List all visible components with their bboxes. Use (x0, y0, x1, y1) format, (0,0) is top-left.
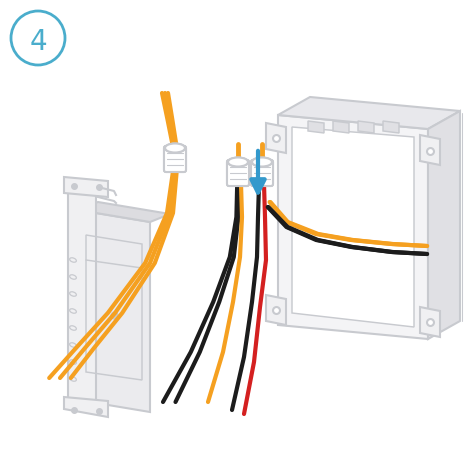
Ellipse shape (252, 157, 272, 166)
Ellipse shape (252, 157, 272, 166)
Polygon shape (358, 121, 374, 133)
Polygon shape (428, 111, 460, 339)
Polygon shape (292, 127, 414, 327)
Polygon shape (278, 97, 460, 129)
Polygon shape (266, 123, 286, 153)
Text: 4: 4 (29, 28, 47, 56)
Ellipse shape (165, 144, 185, 153)
Polygon shape (70, 210, 78, 400)
Polygon shape (64, 177, 108, 197)
Polygon shape (278, 115, 428, 339)
Ellipse shape (228, 157, 248, 166)
FancyBboxPatch shape (251, 160, 273, 186)
Polygon shape (78, 202, 170, 222)
Polygon shape (308, 121, 324, 133)
Polygon shape (78, 210, 150, 412)
FancyBboxPatch shape (164, 146, 186, 172)
Ellipse shape (228, 157, 248, 166)
FancyBboxPatch shape (227, 160, 249, 186)
Polygon shape (64, 397, 108, 417)
Polygon shape (420, 307, 440, 337)
FancyBboxPatch shape (251, 160, 273, 186)
FancyBboxPatch shape (227, 160, 249, 186)
Polygon shape (68, 185, 96, 413)
FancyBboxPatch shape (164, 146, 186, 172)
Polygon shape (420, 135, 440, 165)
Polygon shape (266, 295, 286, 325)
Polygon shape (333, 121, 349, 133)
Polygon shape (383, 121, 399, 133)
Ellipse shape (165, 144, 185, 153)
